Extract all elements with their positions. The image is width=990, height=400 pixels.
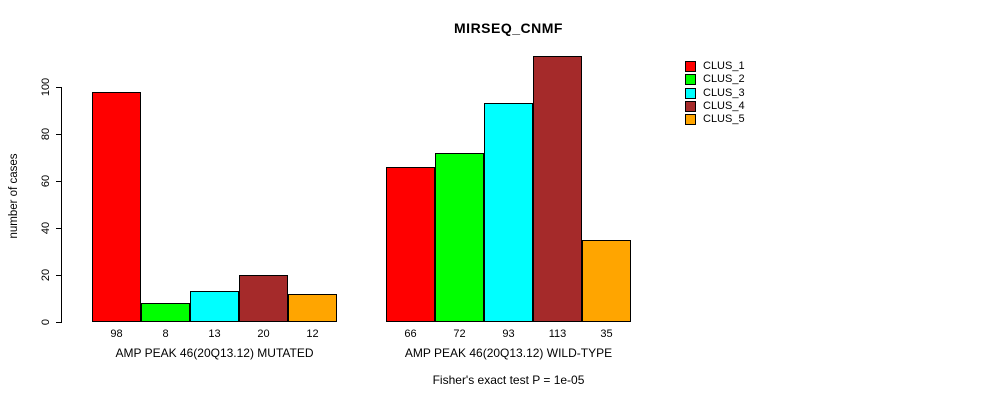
legend-swatch-clus_2: [685, 74, 696, 86]
y-tick-mark-40: [56, 228, 62, 229]
bar-value-label: 13: [208, 328, 221, 340]
bar-value-label: 93: [502, 328, 515, 340]
y-tick-label-text: 80: [40, 127, 52, 141]
legend-swatch-clus_1: [685, 61, 696, 72]
bar-value-label: 35: [600, 328, 613, 340]
y-tick-mark-20: [56, 275, 62, 276]
group-label-1: AMP PEAK 46(20Q13.12) MUTATED: [115, 346, 314, 360]
bar-clus_2-group2: [435, 153, 484, 322]
bar-clus_5-group2: [582, 240, 631, 322]
y-tick-label-text: 20: [40, 268, 52, 282]
bar-value-label: 12: [306, 328, 319, 340]
y-tick-label-text: 40: [40, 221, 52, 235]
bar-value-label: 66: [404, 328, 417, 340]
legend-label: CLUS_5: [703, 113, 745, 126]
bar-value-label: 113: [548, 328, 567, 340]
bar-clus_1-group2: [386, 167, 435, 322]
legend-swatch-clus_3: [685, 87, 696, 99]
y-tick-mark-0: [56, 322, 62, 323]
y-tick-label-text: 0: [40, 318, 52, 326]
y-tick-mark-60: [56, 181, 62, 182]
group-label-2: AMP PEAK 46(20Q13.12) WILD-TYPE: [404, 346, 613, 360]
legend-label: CLUS_2: [703, 73, 745, 86]
legend-label: CLUS_3: [703, 86, 745, 99]
chart-title: MIRSEQ_CNMF: [454, 20, 563, 36]
bar-value-label: 98: [110, 328, 123, 340]
legend-label: CLUS_4: [703, 99, 745, 112]
bar-value-label: 20: [257, 328, 270, 340]
y-tick-mark-100: [56, 87, 62, 88]
y-tick-label-text: 100: [40, 77, 52, 97]
bar-value-label: 72: [453, 328, 466, 340]
bar-clus_3-group2: [484, 103, 533, 322]
bar-clus_1-group1: [92, 92, 141, 322]
legend-swatch-clus_5: [685, 114, 696, 126]
bar-clus_4-group1: [239, 275, 288, 322]
y-tick-label-text: 60: [40, 174, 52, 188]
y-tick-mark-80: [56, 134, 62, 135]
bar-value-label: 8: [162, 328, 169, 340]
y-axis-line: [61, 87, 62, 323]
y-axis-title-text: number of cases: [8, 153, 20, 239]
bar-clus_5-group1: [288, 294, 337, 322]
legend-label: CLUS_1: [703, 60, 745, 72]
legend-swatch-clus_4: [685, 100, 696, 112]
bar-clus_2-group1: [141, 303, 190, 322]
bar-clus_3-group1: [190, 291, 239, 322]
bar-clus_4-group2: [533, 56, 582, 322]
footnote-pvalue: Fisher's exact test P = 1e-05: [432, 373, 585, 387]
